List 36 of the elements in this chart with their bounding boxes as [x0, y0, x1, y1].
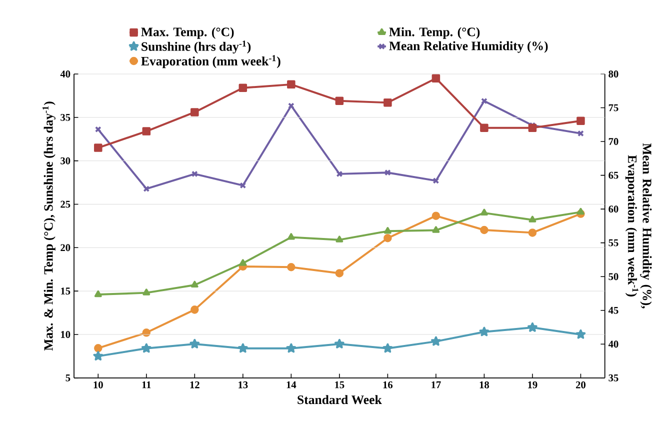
y2-tick-label: 60: [608, 205, 618, 212]
y-tick-label: 35: [60, 114, 70, 121]
x-tick-label: 16: [383, 381, 393, 388]
y2-tick-label: 55: [608, 239, 618, 246]
y-tick-label: 10: [61, 330, 70, 338]
x-tick-label: 18: [480, 381, 490, 388]
y2-tick-label: 65: [608, 172, 618, 179]
y2-tick-label: 40: [608, 340, 618, 348]
legend-label: Sunshine (hrs day$^{-1}$): [142, 40, 251, 54]
x-tick-label: 12: [190, 381, 200, 388]
y2-tick-label: 50: [608, 272, 618, 280]
legend-label: Max. Temp. (°C): [141, 27, 234, 39]
x-tick-label: 20: [576, 381, 586, 388]
x-tick-label: 19: [528, 381, 538, 388]
y-tick-label: 15: [61, 287, 70, 294]
y-tick-label: 25: [60, 200, 70, 208]
y-axis-title: Max. & Min. Temp (°C), Sunshine (hrs day$^{-1}$): [42, 102, 56, 350]
y2-tick-label: 35: [608, 374, 618, 382]
y-tick-label: 40: [60, 70, 70, 78]
y2-tick-label: 45: [608, 306, 618, 314]
x-tick-label: 13: [238, 381, 248, 388]
x-tick-label: 10: [94, 381, 103, 388]
legend-label: Min. Temp. (°C): [389, 27, 480, 39]
y2-tick-label: 70: [608, 138, 618, 145]
x-tick-label: 15: [335, 381, 344, 388]
legend-label: Mean Relative Humidity (%): [389, 41, 548, 53]
x-tick-label: 17: [432, 381, 441, 388]
y-tick-label: 20: [60, 244, 70, 252]
y2-tick-label: 80: [608, 70, 618, 78]
legend-label: Evaporation (mm week$^{-1}$): [141, 55, 280, 68]
x-tick-label: 11: [142, 381, 151, 388]
y-tick-label: 30: [60, 157, 70, 164]
x-tick-label: 14: [286, 381, 296, 388]
y-tick-label: 5: [66, 374, 70, 382]
y2-tick-label: 75: [608, 104, 618, 112]
x-axis-title: Standard Week: [298, 394, 382, 404]
